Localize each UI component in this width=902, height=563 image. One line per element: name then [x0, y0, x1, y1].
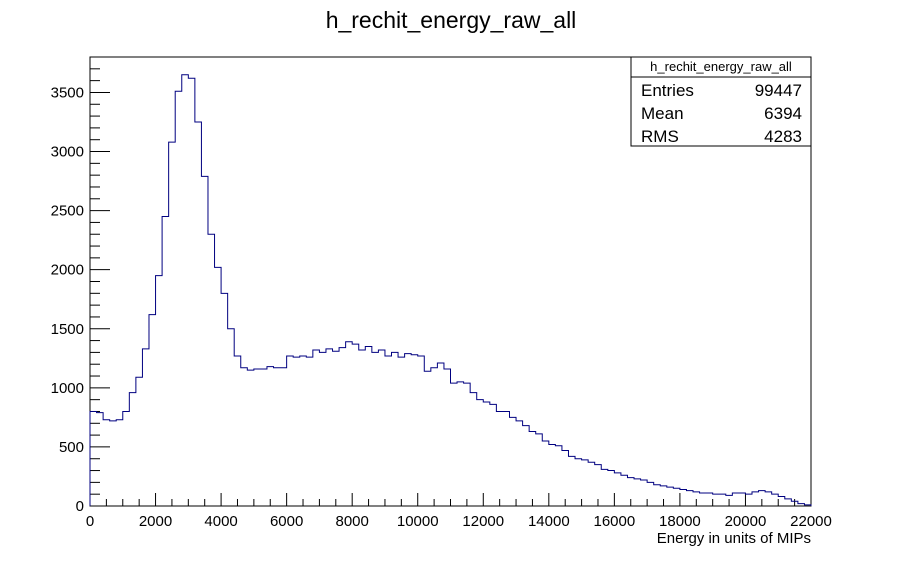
- x-tick-label: 0: [86, 513, 94, 530]
- x-tick-label: 12000: [462, 513, 504, 530]
- x-tick-label: 16000: [594, 513, 636, 530]
- x-tick-label: 14000: [528, 513, 570, 530]
- y-tick-label: 1500: [51, 321, 84, 338]
- y-tick-label: 1000: [51, 380, 84, 397]
- y-axis: 0 500 1000 1500 2000 2500 3000 3500: [51, 56, 110, 515]
- stats-rms-value: 4283: [764, 127, 802, 146]
- stats-mean-label: Mean: [641, 104, 684, 123]
- chart-title: h_rechit_energy_raw_all: [326, 7, 577, 33]
- y-tick-label: 3500: [51, 84, 84, 101]
- stats-box-title: h_rechit_energy_raw_all: [650, 59, 792, 74]
- x-axis: 0 2000 4000 6000 8000 10000 12000 14000 16000 180…: [86, 493, 832, 530]
- x-tick-label: 20000: [725, 513, 767, 530]
- x-tick-label: 2000: [139, 513, 172, 530]
- stats-box-frame: [630, 56, 812, 147]
- y-tick-label: 2000: [51, 262, 84, 279]
- y-tick-label: 3000: [51, 144, 84, 161]
- stats-rms-label: RMS: [641, 127, 679, 146]
- x-tick-label: 8000: [335, 513, 368, 530]
- x-tick-label: 18000: [659, 513, 701, 530]
- y-tick-label: 2500: [51, 203, 84, 220]
- y-tick-label: 0: [76, 498, 84, 515]
- stats-mean-value: 6394: [764, 104, 802, 123]
- x-tick-label: 10000: [397, 513, 439, 530]
- stats-entries-label: Entries: [641, 81, 694, 100]
- x-axis-title: Energy in units of MIPs: [657, 530, 811, 547]
- stats-box: h_rechit_energy_raw_all Entries 99447 Me…: [630, 56, 812, 147]
- stats-entries-value: 99447: [755, 81, 802, 100]
- x-tick-label: 6000: [270, 513, 303, 530]
- histogram-series-line: [89, 74, 812, 506]
- x-tick-label: 4000: [204, 513, 237, 530]
- x-tick-label: 22000: [790, 513, 832, 530]
- y-tick-label: 500: [59, 439, 84, 456]
